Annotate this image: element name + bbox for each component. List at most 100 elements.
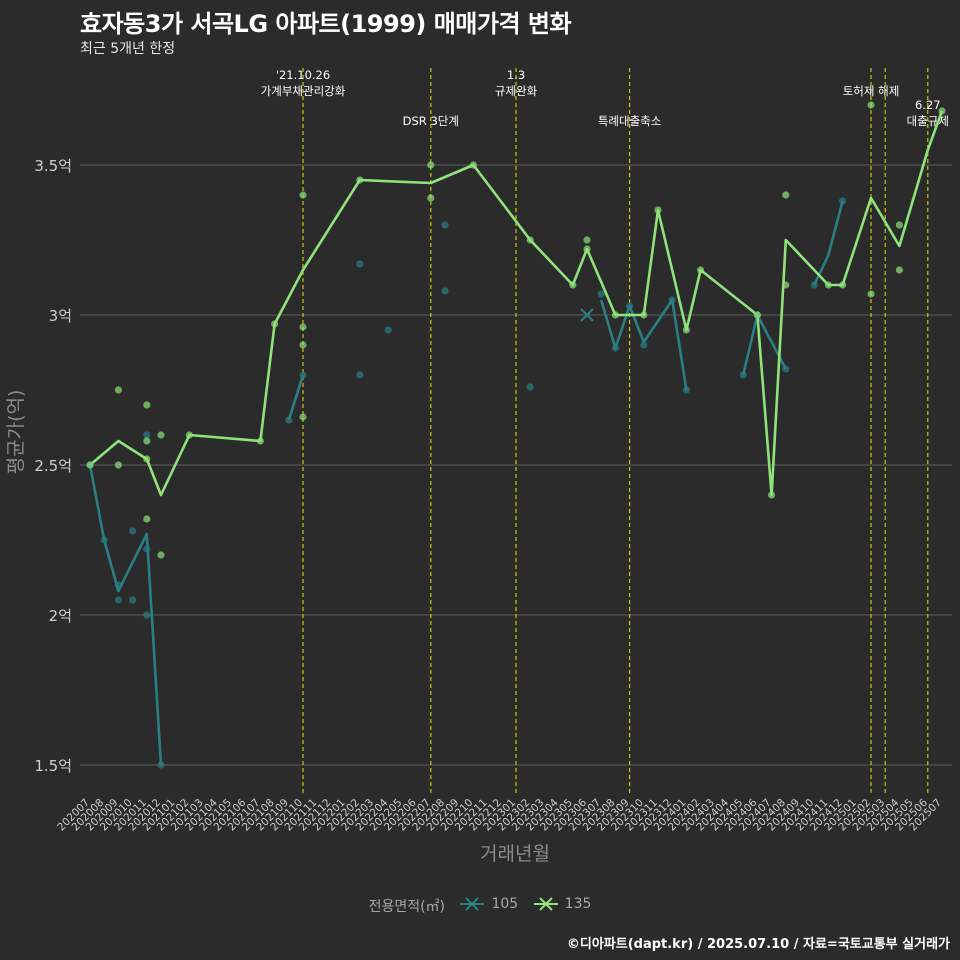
data-point-105: [739, 371, 747, 379]
data-point-105: [356, 371, 364, 379]
data-point-135: [654, 206, 662, 214]
data-point-135: [867, 101, 875, 109]
data-point-135: [611, 311, 620, 319]
data-point-135: [185, 431, 193, 439]
data-point-105: [682, 386, 691, 394]
data-point-135: [271, 320, 279, 328]
event-label: 토허제 해제: [843, 84, 900, 98]
data-point-105: [100, 536, 108, 544]
data-point-135: [143, 401, 151, 409]
series-line-105: [88, 464, 163, 766]
legend-item-135: 135: [533, 896, 592, 912]
data-point-135: [583, 245, 591, 253]
data-point-135: [895, 221, 904, 229]
data-point-135: [938, 107, 946, 115]
legend-title: 전용면적(㎡): [368, 899, 446, 915]
legend-key-105: [460, 897, 485, 911]
data-point-135: [299, 191, 307, 199]
data-point-105: [640, 341, 648, 349]
y-axis-title: 평균가(억): [5, 390, 27, 475]
data-point-105: [810, 281, 818, 289]
data-point-105: [143, 611, 151, 619]
data-point-135: [114, 461, 122, 469]
event-label: 6.27: [915, 98, 941, 112]
data-point-105: [526, 383, 534, 391]
data-point-135: [256, 437, 264, 445]
event-label: 1.3: [507, 68, 525, 82]
data-point-105: [597, 290, 605, 298]
data-point-105: [157, 761, 165, 769]
series-line-105: [813, 200, 844, 286]
source-caption: ©디아파트(dapt.kr) / 2025.07.10 / 자료=국토교통부 실…: [566, 937, 950, 952]
data-point-105: [356, 260, 364, 268]
data-point-135: [299, 323, 307, 331]
x-axis-title: 거래년월: [480, 843, 550, 865]
data-point-135: [697, 266, 705, 274]
data-point-105: [441, 221, 449, 229]
data-point-105: [143, 431, 151, 439]
data-point-105: [129, 527, 137, 535]
data-point-105: [384, 326, 392, 334]
data-point-135: [143, 515, 151, 523]
legend-key-135: [533, 897, 558, 911]
data-point-135: [569, 281, 577, 289]
data-point-135: [526, 236, 534, 244]
data-point-105: [114, 596, 122, 604]
data-point-135: [768, 491, 776, 499]
data-point-135: [640, 311, 648, 319]
chart-title: 효자동3가 서곡LG 아파트(1999) 매매가격 변화: [80, 10, 572, 38]
y-tick-label: 3억: [49, 307, 72, 325]
data-point-135: [427, 161, 435, 169]
data-point-135: [143, 437, 151, 445]
data-point-135: [143, 455, 151, 463]
data-point-135: [782, 191, 790, 199]
data-point-135: [469, 161, 477, 169]
data-point-105: [668, 296, 676, 304]
data-point-135: [867, 290, 875, 298]
event-label: 특례대출축소: [598, 114, 661, 128]
gridlines: [80, 164, 952, 766]
legend: 전용면적(㎡) 105 135: [0, 896, 960, 916]
data-point-135: [824, 281, 833, 289]
event-label: 규제완화: [495, 84, 538, 98]
series-line-105: [599, 298, 688, 391]
event-label: 가계부채관리강화: [261, 84, 346, 98]
data-point-105: [114, 581, 122, 589]
data-point-105: [285, 416, 293, 424]
y-tick-label: 3.5억: [34, 157, 72, 175]
series-points: [86, 101, 946, 769]
data-point-135: [157, 551, 165, 559]
data-point-135: [299, 413, 307, 421]
legend-label-135: 135: [564, 896, 592, 912]
cross-marker-105: [580, 308, 594, 322]
legend-item-105: 105: [459, 896, 518, 912]
data-point-135: [299, 341, 307, 349]
data-point-105: [839, 197, 847, 205]
data-point-135: [782, 281, 790, 289]
data-point-105: [626, 302, 634, 310]
y-axis: 1.5억 2억 2.5억 3억 3.5억: [34, 157, 72, 775]
y-tick-label: 1.5억: [34, 757, 72, 775]
line-chart: 1.5억 2억 2.5억 3억 3.5억 20200720200820200920201…: [5, 68, 952, 865]
data-point-135: [356, 176, 364, 184]
data-point-105: [782, 365, 790, 373]
data-point-135: [682, 326, 691, 334]
x-axis: 2020072020082020092020102020112020122021…: [55, 796, 944, 833]
data-point-135: [839, 281, 847, 289]
data-point-135: [86, 461, 94, 469]
event-label: DSR 3단계: [403, 114, 459, 128]
event-label: '21.10.26: [276, 68, 330, 82]
event-label: 대출규제: [907, 114, 949, 128]
data-point-105: [299, 371, 307, 379]
y-tick-label: 2억: [49, 607, 72, 625]
data-point-135: [157, 431, 165, 439]
series-line-105: [287, 374, 305, 421]
legend-label-105: 105: [491, 896, 519, 912]
data-point-135: [895, 266, 904, 274]
data-point-105: [129, 596, 137, 604]
data-point-105: [441, 287, 449, 295]
data-point-135: [583, 236, 591, 244]
data-point-135: [753, 311, 762, 319]
y-tick-label: 2.5억: [34, 457, 72, 475]
